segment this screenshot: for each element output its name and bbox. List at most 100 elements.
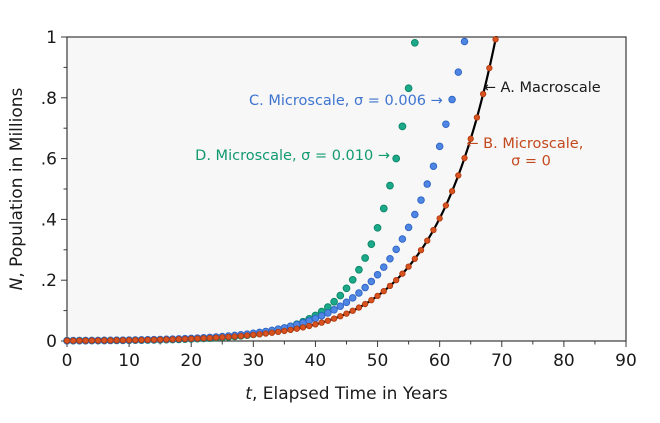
x-tick-label: 0	[62, 351, 73, 371]
data-point-b	[399, 270, 406, 277]
data-point-d	[373, 223, 382, 232]
data-point-d	[342, 284, 351, 293]
data-point-b	[200, 335, 207, 342]
series-b-dots	[63, 36, 499, 344]
data-point-b	[467, 135, 474, 142]
data-point-b	[243, 332, 251, 339]
y-tick-label: 0	[46, 332, 57, 352]
label-B-line2: σ = 0	[511, 153, 551, 169]
data-point-b	[473, 114, 481, 121]
x-tick-label: 10	[118, 351, 140, 371]
data-point-b	[461, 154, 468, 162]
data-point-d	[367, 240, 376, 248]
y-axis-label: N, Population in Millions	[7, 87, 27, 290]
label-C: C. Microscale, σ = 0.006 →	[249, 93, 443, 109]
data-point-c	[442, 120, 450, 128]
data-point-b	[132, 336, 139, 344]
data-point-c	[367, 277, 376, 286]
y-tick-label: .8	[41, 89, 57, 109]
data-point-b	[287, 326, 294, 334]
data-point-c	[317, 312, 326, 320]
data-point-d	[398, 122, 407, 131]
x-axis-label: t, Elapsed Time in Years	[245, 384, 448, 404]
data-point-b	[299, 324, 307, 331]
data-point-d	[410, 38, 419, 47]
data-point-b	[101, 337, 108, 344]
data-point-b	[417, 246, 425, 254]
data-point-c	[435, 142, 444, 151]
data-point-b	[225, 333, 232, 341]
data-point-b	[163, 336, 170, 343]
data-point-b	[337, 313, 344, 320]
data-point-b	[256, 331, 263, 338]
data-point-b	[324, 317, 332, 324]
data-point-b	[312, 321, 319, 328]
data-point-b	[94, 337, 102, 344]
data-point-b	[361, 300, 369, 308]
data-point-b	[125, 337, 133, 344]
data-point-b	[194, 335, 201, 342]
data-point-b	[479, 90, 487, 98]
data-point-b	[188, 335, 195, 342]
label-D: D. Microscale, σ = 0.010 →	[195, 148, 390, 164]
data-point-b	[70, 337, 77, 344]
data-point-b	[386, 282, 394, 290]
data-point-b	[144, 336, 151, 344]
data-point-c	[361, 283, 369, 292]
data-point-b	[318, 319, 325, 326]
x-tick-label: 50	[367, 351, 389, 371]
data-point-b	[405, 263, 412, 270]
label-A: ← A. Macroscale	[484, 80, 601, 96]
data-point-c	[324, 309, 332, 317]
data-point-b	[368, 297, 375, 304]
data-point-b	[175, 336, 182, 343]
data-point-b	[107, 337, 114, 344]
data-point-c	[386, 255, 394, 263]
data-point-c	[460, 37, 469, 46]
data-point-b	[380, 287, 387, 295]
x-tick-label: 90	[615, 351, 637, 371]
plot-frame	[66, 36, 627, 342]
data-point-b	[411, 255, 418, 262]
data-point-c	[330, 306, 338, 314]
data-point-b	[330, 315, 338, 322]
x-tick-label: 40	[305, 351, 327, 371]
data-point-c	[417, 196, 425, 204]
data-point-c	[336, 302, 345, 311]
x-tick-label: 80	[553, 351, 575, 371]
data-point-b	[181, 335, 189, 343]
data-point-d	[355, 265, 363, 274]
data-point-b	[424, 237, 431, 244]
data-point-c	[342, 298, 351, 307]
data-point-b	[262, 330, 269, 337]
data-point-c	[448, 95, 456, 104]
data-point-b	[250, 331, 257, 339]
data-point-b	[355, 304, 363, 311]
y-tick-label: 1	[46, 28, 57, 48]
x-tick-label: 60	[429, 351, 451, 371]
data-point-d	[348, 275, 357, 284]
data-point-b	[150, 336, 158, 343]
data-point-b	[442, 202, 450, 209]
data-point-c	[404, 223, 413, 232]
data-point-b	[281, 327, 288, 335]
data-point-b	[349, 307, 356, 314]
data-point-b	[268, 329, 276, 336]
data-point-d	[361, 254, 369, 262]
data-point-c	[380, 263, 388, 271]
data-point-b	[219, 334, 226, 341]
data-point-b	[306, 322, 313, 330]
data-point-b	[448, 188, 456, 195]
data-point-b	[231, 333, 238, 340]
data-point-c	[373, 270, 382, 279]
x-tick-label: 20	[180, 351, 202, 371]
data-point-b	[206, 334, 214, 342]
data-point-c	[429, 162, 438, 170]
data-point-b	[212, 334, 220, 341]
data-point-b	[88, 337, 95, 344]
data-point-c	[311, 314, 320, 323]
data-point-b	[275, 328, 282, 336]
y-axis	[61, 36, 67, 342]
data-point-b	[293, 325, 300, 332]
